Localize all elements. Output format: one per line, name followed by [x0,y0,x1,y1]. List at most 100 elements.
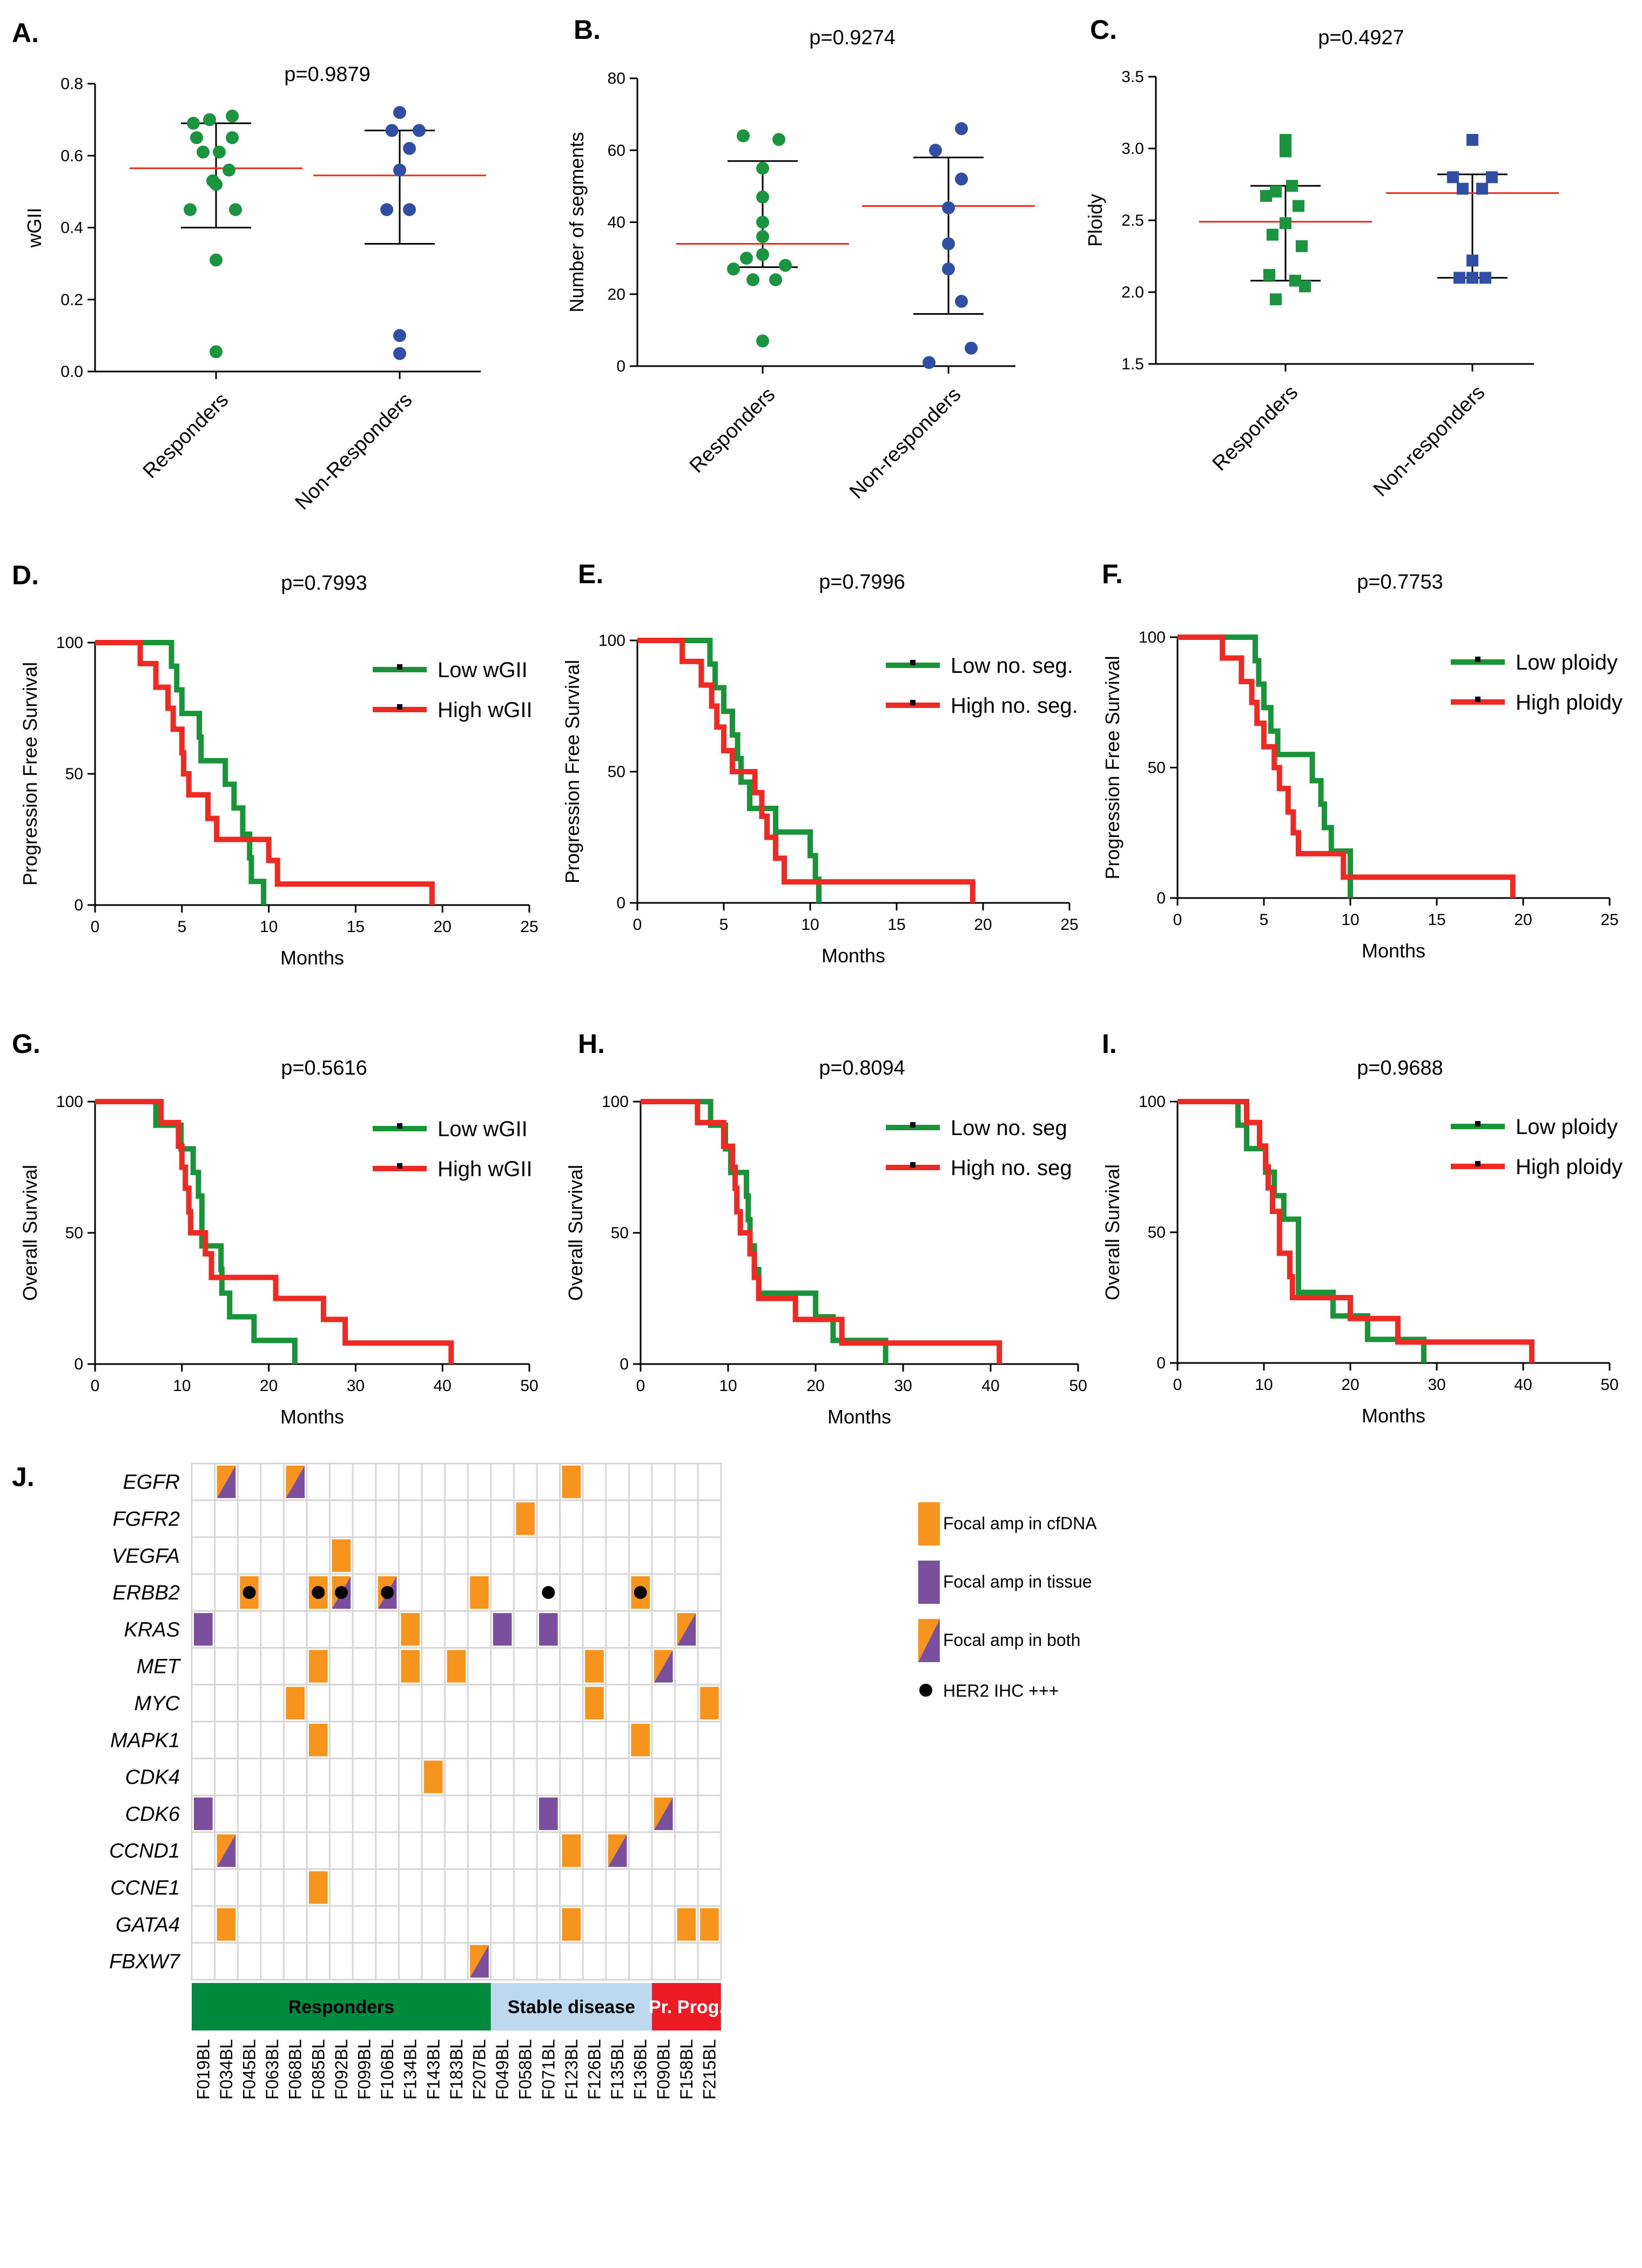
gene-label: ERBB2 [112,1582,180,1604]
sample-label: F143BL [423,2039,443,2100]
gene-label: CCND1 [109,1840,180,1862]
x-tick-label: 20 [434,918,452,936]
x-tick-label: 10 [1341,911,1359,929]
group-bar [192,1983,491,2031]
x-tick-label: 10 [260,918,278,936]
her2-dot [312,1586,325,1599]
y-tick-label: 0 [1156,1354,1166,1372]
both-upper [217,1466,236,1498]
sample-label: F207BL [470,2039,489,2100]
panel-f: F. p=0.7753 0 50 100 0 5 10 15 20 25 Progression Fr… [1101,559,1623,962]
p-value: p=0.9688 [1357,1057,1443,1079]
y-tick-label: 2.5 [1121,212,1144,230]
both-lower [654,1650,673,1683]
x-tick-label: 10 [801,916,819,934]
her2-dot [334,1586,348,1599]
sample-label: F126BL [585,2039,604,2100]
sample-label: F136BL [631,2039,650,2100]
p-value: p=0.9879 [284,63,371,86]
amp-cell [539,1797,558,1830]
panel-g: G. p=0.5616 0 50 100 0 10 20 30 40 50 Overall Survi… [12,1029,539,1428]
both-lower [470,1945,489,1978]
y-tick-label: 50 [65,765,83,783]
y-tick-label: 2.0 [1121,284,1144,301]
sample-label: F049BL [493,2039,512,2100]
sample-label: F099BL [355,2039,374,2100]
data-point [769,273,782,287]
p-value: p=0.5616 [281,1057,367,1079]
survival-curve-1 [1177,634,1516,898]
both-lower [217,1834,236,1867]
x-axis-label: Months [280,947,344,969]
y-tick-label: 100 [56,1093,83,1111]
survival-curve-1 [641,1099,1002,1364]
data-point [756,248,769,261]
x-tick-label: 20 [1341,1376,1359,1394]
gene-label: CCNE1 [110,1877,180,1899]
her2-dot [243,1586,256,1599]
amp-cell [470,1576,489,1609]
data-point [756,334,769,348]
p-value: p=0.7996 [819,571,905,593]
amp-cell [677,1908,696,1941]
y-tick-label: 50 [611,1224,629,1242]
amp-cell [654,1650,673,1683]
legend-label: High ploidy [1516,691,1623,714]
data-point [1270,293,1282,306]
x-tick-label: 30 [1428,1376,1445,1394]
x-tick-label: 25 [1600,911,1618,929]
sample-label: F215BL [700,2039,719,2100]
data-point [187,117,200,130]
data-point [756,230,769,244]
panel-label: B. [574,15,601,45]
legend-label: High no. seg. [951,694,1078,718]
amp-cell [608,1834,627,1867]
panel-j: J. EGFR FGFR2 VEGFA ERBB2 KRAS MET MYC MAPK1 CDK4… [12,1462,1097,2100]
x-tick-label: 50 [1600,1376,1618,1394]
legend-swatch [918,1619,940,1662]
group-0: Responders [676,129,849,477]
x-tick-label: 30 [894,1377,912,1395]
sample-label: F106BL [378,2039,397,2100]
panel-label: D. [12,560,39,590]
x-axis-label: Months [822,944,885,967]
sample-label: F090BL [654,2039,673,2100]
data-point [403,141,416,155]
x-tick-label: 15 [347,918,365,936]
legend-label: Low wGII [438,658,528,682]
group-1: Non-Responders [291,106,486,514]
sample-label: F068BL [286,2039,305,2100]
legend-marker [910,1122,916,1128]
data-point [393,347,406,360]
y-tick-label: 50 [1148,759,1166,777]
group-bar [652,1983,721,2031]
legend-marker [397,704,402,710]
sample-label: F183BL [447,2039,466,2100]
x-tick-label: 40 [981,1377,999,1395]
survival-curve-0 [637,638,822,903]
sample-label: F085BL [308,2039,328,2100]
amp-cell [286,1686,305,1720]
x-tick-label: 40 [1514,1376,1532,1394]
data-point [1280,134,1291,146]
y-tick-label: 0.0 [60,363,83,381]
amp-cell [217,1466,236,1498]
data-point [1457,183,1469,195]
survival-curve-0 [641,1099,889,1364]
group-label: Responders [288,1997,395,2017]
y-axis-label: Progression Free Survival [19,662,41,886]
y-tick-label: 0 [620,1355,629,1373]
data-point [746,273,759,287]
sample-label: F019BL [193,2039,213,2100]
legend-dot [919,1684,932,1697]
data-point [1270,185,1282,198]
group-bar [490,1983,652,2031]
data-point [1289,274,1301,287]
x-tick-label: 0 [636,1377,645,1395]
legend-label: Low no. seg. [951,654,1073,678]
data-point [955,172,968,186]
amp-cell [424,1760,443,1793]
data-point [1486,171,1498,184]
data-point [190,131,203,144]
legend-swatch [918,1502,940,1545]
